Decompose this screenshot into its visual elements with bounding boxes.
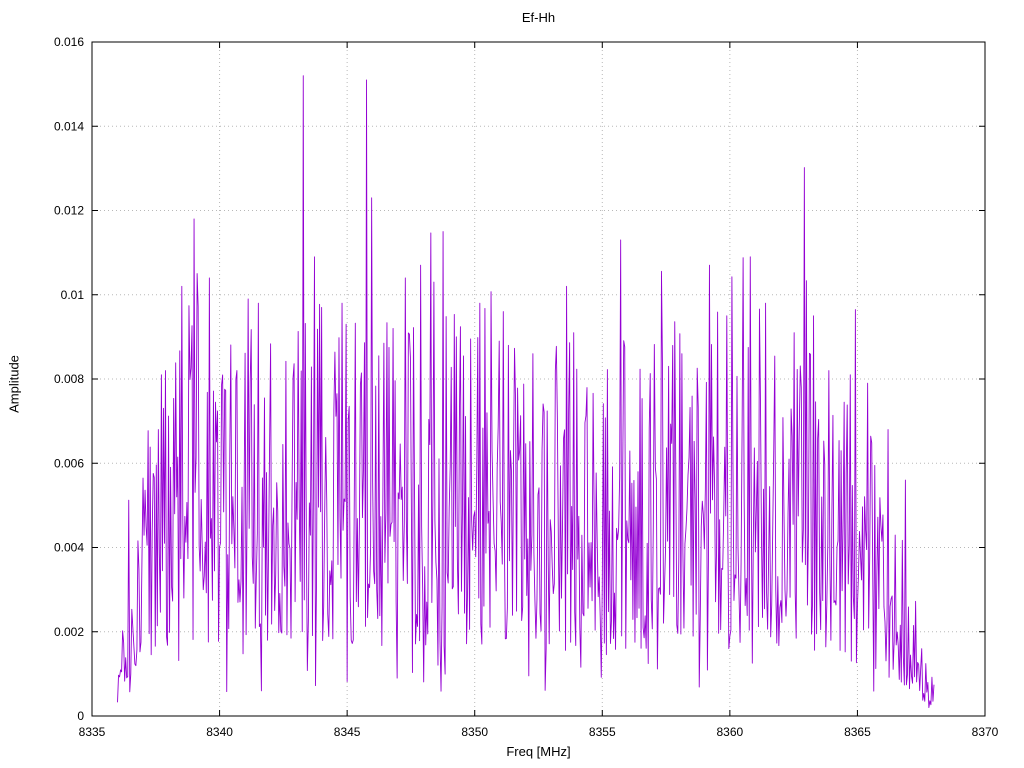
svg-text:8355: 8355 — [589, 725, 616, 739]
svg-text:8340: 8340 — [206, 725, 233, 739]
svg-text:8350: 8350 — [461, 725, 488, 739]
svg-text:0.012: 0.012 — [54, 204, 84, 218]
svg-text:0.014: 0.014 — [54, 119, 84, 133]
svg-text:8345: 8345 — [334, 725, 361, 739]
svg-text:8335: 8335 — [79, 725, 106, 739]
svg-text:0.004: 0.004 — [54, 541, 84, 555]
x-axis-label: Freq [MHz] — [506, 744, 571, 759]
chart-title: Ef-Hh — [521, 10, 556, 25]
svg-text:0.016: 0.016 — [54, 35, 84, 49]
svg-text:8360: 8360 — [717, 725, 744, 739]
svg-text:0.002: 0.002 — [54, 625, 84, 639]
y-axis-label: Amplitude — [6, 355, 22, 413]
svg-text:0.008: 0.008 — [54, 372, 84, 386]
svg-text:8370: 8370 — [972, 725, 999, 739]
svg-text:0.006: 0.006 — [54, 456, 84, 470]
svg-text:0.01: 0.01 — [61, 288, 85, 302]
svg-text:8365: 8365 — [844, 725, 871, 739]
svg-text:0: 0 — [77, 709, 84, 723]
